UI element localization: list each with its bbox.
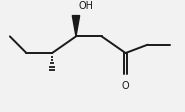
- Text: O: O: [122, 81, 129, 91]
- Text: OH: OH: [79, 1, 94, 11]
- Polygon shape: [72, 16, 80, 36]
